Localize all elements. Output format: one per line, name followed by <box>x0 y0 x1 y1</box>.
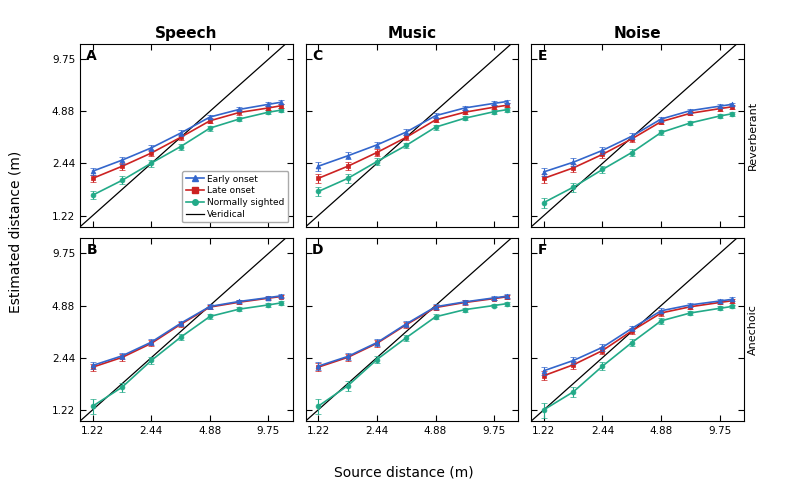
Text: B: B <box>86 243 97 257</box>
Title: Speech: Speech <box>155 26 218 41</box>
Text: Anechoic: Anechoic <box>748 304 758 355</box>
Text: F: F <box>538 243 547 257</box>
Text: C: C <box>312 49 322 63</box>
Title: Noise: Noise <box>614 26 662 41</box>
Text: Estimated distance (m): Estimated distance (m) <box>9 151 23 314</box>
Legend: Early onset, Late onset, Normally sighted, Veridical: Early onset, Late onset, Normally sighte… <box>182 171 288 222</box>
Text: D: D <box>312 243 323 257</box>
Text: Reverberant: Reverberant <box>748 101 758 170</box>
Text: E: E <box>538 49 547 63</box>
Text: A: A <box>86 49 97 63</box>
Text: Source distance (m): Source distance (m) <box>334 465 474 479</box>
Title: Music: Music <box>387 26 437 41</box>
